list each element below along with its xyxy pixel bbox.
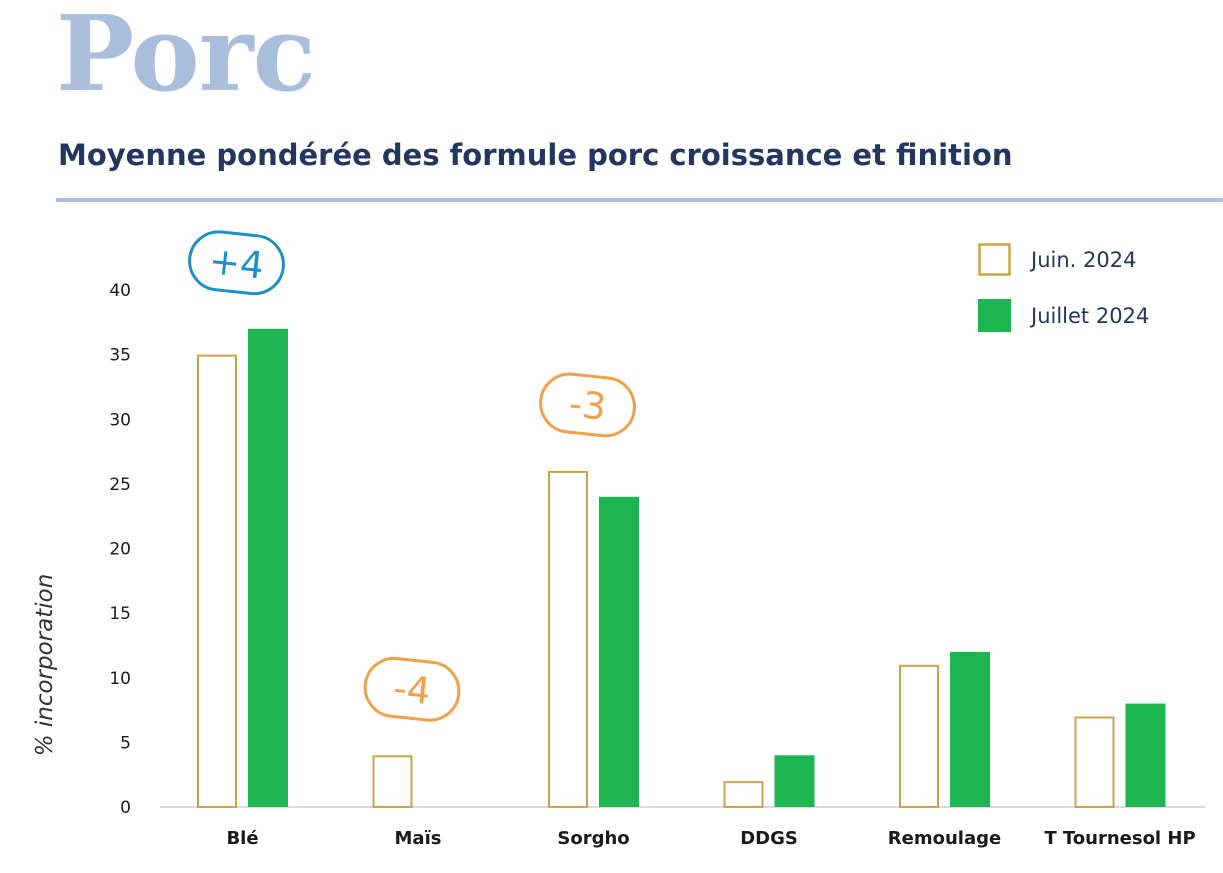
bar-juillet-0 — [248, 328, 288, 807]
bar-chart: % incorporation 0 5 10 15 20 25 30 35 40 Blé Maïs… — [32, 230, 1205, 849]
y-tick-label: 30 — [109, 410, 131, 430]
bar-juillet-3 — [774, 755, 815, 807]
annotation-badge — [363, 656, 461, 722]
annotation-text: +4 — [207, 239, 266, 287]
legend-label: Juillet 2024 — [1029, 304, 1149, 328]
y-tick-label: 0 — [120, 798, 131, 818]
title-divider — [56, 198, 1223, 202]
y-axis-label: % incorporation — [32, 574, 58, 757]
change-annotation: -4 — [363, 656, 461, 722]
x-tick-label: Remoulage — [888, 828, 1001, 849]
bar-juin-1 — [372, 755, 413, 808]
change-annotation: -3 — [539, 372, 636, 438]
bar-juin-5 — [1074, 716, 1115, 808]
bar-juillet-4 — [950, 651, 990, 807]
x-tick-label: T Tournesol HP — [1044, 828, 1195, 849]
x-tick-label: Maïs — [395, 828, 442, 849]
bar-juin-4 — [899, 664, 939, 809]
y-tick-label: 35 — [109, 346, 131, 366]
bar-juillet-5 — [1125, 703, 1166, 807]
annotation-badge — [539, 372, 636, 438]
bar-juin-3 — [723, 781, 764, 809]
annotation-badge — [188, 230, 285, 296]
y-tick-label: 25 — [109, 475, 131, 495]
legend-swatch-juillet — [978, 299, 1011, 332]
annotation-text: -4 — [391, 666, 432, 713]
page-subtitle: Moyenne pondérée des formule porc croiss… — [58, 138, 1013, 172]
bar-juin-2 — [548, 470, 588, 808]
x-tick-label: Sorgho — [557, 828, 629, 849]
y-tick-label: 5 — [120, 733, 131, 753]
y-tick-label: 15 — [109, 604, 131, 624]
bar-juin-0 — [197, 354, 237, 808]
page-title: Porc — [56, 0, 316, 115]
x-tick-label: DDGS — [740, 828, 798, 849]
y-tick-label: 10 — [109, 669, 131, 689]
y-tick-label: 40 — [109, 281, 131, 301]
y-tick-label: 20 — [109, 540, 131, 560]
legend-label: Juin. 2024 — [1029, 248, 1136, 272]
legend-swatch-juin — [978, 243, 1011, 276]
bar-juillet-2 — [599, 496, 639, 807]
annotation-text: -3 — [567, 382, 608, 429]
change-annotation: +4 — [188, 230, 285, 296]
x-tick-label: Blé — [226, 828, 258, 849]
